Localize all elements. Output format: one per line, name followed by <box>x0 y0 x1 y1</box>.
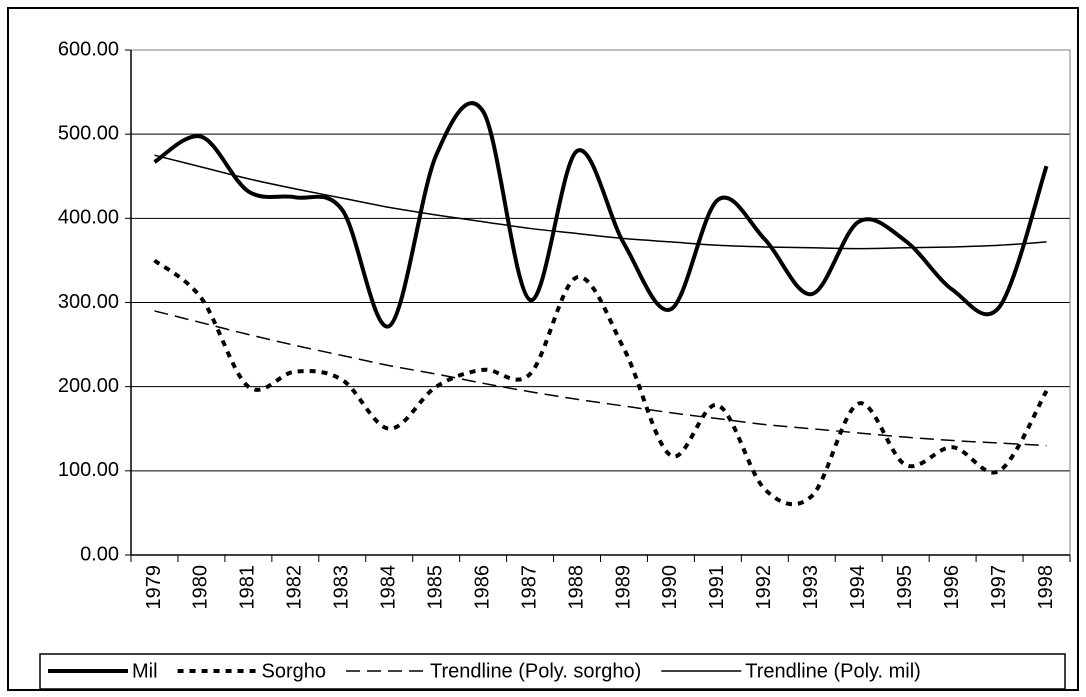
x-tick-label: 1979 <box>143 565 165 610</box>
series-line <box>154 310 1047 447</box>
x-tick-label: 1995 <box>894 565 916 610</box>
x-tick-label: 1982 <box>284 565 306 610</box>
legend-box <box>39 653 1066 690</box>
legend-label: Mil <box>132 660 158 682</box>
legend-label: Trendline (Poly. mil) <box>745 660 921 682</box>
x-tick-label: 1984 <box>378 565 400 610</box>
x-tick-label: 1996 <box>941 565 963 610</box>
x-tick-label: 1992 <box>753 565 775 610</box>
legend-label: Trendline (Poly. sorgho) <box>430 660 641 682</box>
x-tick-label: 1993 <box>800 565 822 610</box>
y-tick-label: 500.00 <box>58 122 119 144</box>
x-tick-label: 1987 <box>518 565 540 610</box>
y-tick-label: 200.00 <box>58 375 119 397</box>
series-line <box>153 101 1049 329</box>
x-tick-label: 1989 <box>612 565 634 610</box>
legend-label: Sorgho <box>262 660 327 682</box>
x-tick-label: 1980 <box>190 565 212 610</box>
x-tick-label: 1998 <box>1035 565 1057 610</box>
y-tick-label: 600.00 <box>58 38 119 60</box>
y-tick-label: 100.00 <box>58 459 119 481</box>
x-tick-label: 1990 <box>659 565 681 610</box>
x-tick-label: 1994 <box>847 565 869 610</box>
y-tick-label: 0.00 <box>80 543 119 565</box>
series-line <box>154 154 1047 250</box>
x-tick-label: 1981 <box>237 565 259 610</box>
y-tick-label: 300.00 <box>58 291 119 313</box>
x-tick-label: 1983 <box>331 565 353 610</box>
chart-border <box>7 7 1079 691</box>
legend: Mil Sorgho Trendline (Poly. sorgho) Trendli… <box>39 653 1066 690</box>
x-tick-label: 1985 <box>424 565 446 610</box>
series-line <box>153 258 1049 507</box>
x-tick-label: 1986 <box>471 565 493 610</box>
y-tick-label: 400.00 <box>58 207 119 229</box>
x-tick-label: 1991 <box>706 565 728 610</box>
x-tick-label: 1988 <box>565 565 587 610</box>
x-tick-label: 1997 <box>988 565 1010 610</box>
